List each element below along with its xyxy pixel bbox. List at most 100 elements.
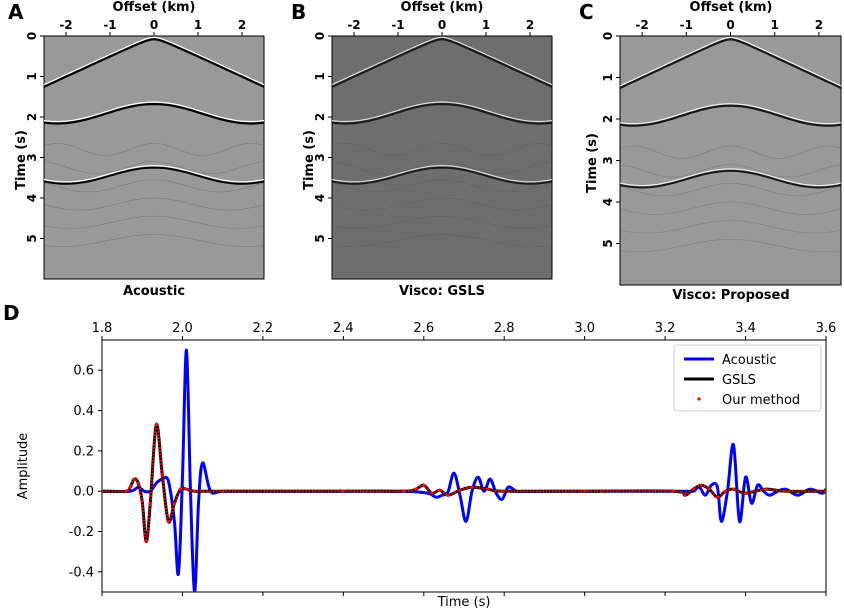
our-method-series-point — [136, 481, 140, 485]
offset-tick-label: 0 — [726, 18, 734, 32]
amplitude-tick-label: 0.0 — [73, 485, 94, 500]
offset-tick-label: 2 — [238, 18, 246, 32]
reflectors-c — [619, 36, 842, 253]
time-tick-label: 2.2 — [253, 321, 274, 336]
our-method-series-point — [402, 489, 406, 493]
reflector-2-light — [43, 165, 265, 183]
offset-tick-label: -1 — [103, 18, 116, 32]
legend-gsls-label: GSLS — [722, 373, 756, 388]
time-tick-label: 2.4 — [333, 321, 354, 336]
our-method-series-point — [784, 489, 788, 493]
time-axis-title: Time (s) — [437, 595, 491, 609]
offset-axis-title-c: Offset (km) — [690, 0, 773, 15]
direct-wave-dark — [43, 38, 265, 88]
our-method-series-point — [102, 489, 104, 493]
panel-label-b: B — [291, 0, 306, 24]
our-method-series-point — [430, 491, 434, 495]
reflector-2-dark — [43, 166, 265, 185]
caption-gsls: Visco: GSLS — [399, 284, 485, 299]
faint-event — [619, 220, 842, 234]
our-method-series-point — [683, 493, 687, 497]
reflector-2-light — [331, 165, 553, 183]
offset-tick-label: 2 — [815, 18, 823, 32]
offset-tick-labels-c: -2 -1 0 1 2 — [635, 18, 823, 36]
offset-tick-label: -2 — [59, 18, 72, 32]
our-method-series-point — [148, 501, 152, 505]
faint-event — [619, 201, 842, 215]
our-method-series-point — [486, 487, 490, 491]
time-tick-label: 1 — [601, 73, 615, 81]
time-tick-label: 2.8 — [494, 321, 515, 336]
faint-event — [619, 238, 842, 253]
our-method-series-point — [707, 487, 711, 491]
time-tick-label: 3.2 — [655, 321, 676, 336]
time-tick-label: 1 — [25, 72, 39, 80]
our-method-series-point — [128, 485, 132, 489]
offset-tick-label: -2 — [635, 18, 648, 32]
faint-event — [43, 234, 265, 247]
seismic-image-gsls — [331, 35, 553, 280]
direct-wave-dark — [331, 38, 553, 88]
time-tick-labels-a: 0 1 2 3 4 5 — [25, 32, 44, 243]
faint-event — [331, 179, 553, 193]
our-method-series-point — [178, 487, 182, 491]
time-tick-label: 2 — [601, 115, 615, 123]
reflectors-b — [331, 36, 553, 247]
our-method-series-point — [723, 489, 727, 493]
our-method-series-point — [140, 499, 144, 503]
faint-event — [331, 234, 553, 247]
offset-axis-title-b: Offset (km) — [401, 0, 484, 15]
offset-tick-label: -1 — [391, 18, 404, 32]
our-method-series-point — [824, 489, 826, 493]
faint-event — [331, 215, 553, 229]
time-tick-label: 0 — [25, 32, 39, 40]
our-method-series-point — [414, 487, 418, 491]
legend-our-method-label: Our method — [722, 393, 800, 408]
our-method-series-point — [154, 423, 158, 427]
our-method-series-point — [715, 495, 719, 499]
direct-wave-light — [331, 36, 553, 86]
time-tick-label: 2.0 — [172, 321, 193, 336]
amplitude-tick-label: -0.4 — [69, 565, 94, 580]
offset-tick-label: 2 — [526, 18, 534, 32]
time-tick-label: 5 — [601, 239, 615, 247]
time-tick-label: 2 — [313, 113, 327, 121]
reflector-2-light — [619, 168, 842, 187]
seismic-image-proposed — [619, 35, 842, 286]
reflector-2-dark — [619, 169, 842, 189]
panel-a: A Offset (km) -2 -1 0 1 2 0 1 2 3 4 5 Time (s) Ac… — [8, 0, 265, 299]
reflector-1-light — [619, 103, 842, 125]
offset-tick-label: 0 — [150, 18, 158, 32]
faint-event — [331, 197, 553, 211]
faint-event — [43, 161, 265, 174]
direct-wave-light — [43, 36, 265, 86]
our-method-series-point — [744, 491, 748, 495]
our-method-series-point — [221, 489, 225, 493]
panel-c: C Offset (km) -2 -1 0 1 2 0 1 2 3 4 5 Time (s) Vi… — [579, 0, 842, 303]
our-method-series-point — [193, 489, 197, 493]
faint-event — [43, 142, 265, 156]
legend-box — [673, 344, 822, 412]
time-tick-label: 5 — [25, 234, 39, 242]
caption-proposed: Visco: Proposed — [672, 288, 789, 303]
series-layer — [102, 348, 826, 592]
amplitude-tick-label: 0.6 — [73, 364, 94, 379]
time-tick-label: 0 — [601, 32, 615, 40]
our-method-series-point — [764, 487, 768, 491]
seismic-image-acoustic — [43, 35, 265, 280]
offset-tick-label: -1 — [680, 18, 693, 32]
time-tick-label: 1.8 — [92, 321, 113, 336]
time-axis-title-c: Time (s) — [585, 133, 600, 193]
legend-our-method-swatch — [697, 397, 701, 401]
reflector-1-light — [331, 101, 553, 123]
legend: Acoustic GSLS Our method — [673, 344, 822, 412]
offset-tick-label: 0 — [438, 18, 446, 32]
amplitude-ticks: -0.4 -0.2 0.0 0.2 0.4 0.6 — [69, 364, 102, 580]
offset-tick-label: 1 — [482, 18, 490, 32]
our-method-series-point — [671, 489, 675, 493]
time-ticks: 1.8 2.0 2.2 2.4 2.6 2.8 3.0 3.2 3.4 3.6 — [92, 321, 836, 596]
faint-event — [43, 215, 265, 229]
our-method-series-point — [438, 488, 442, 492]
offset-tick-labels-a: -2 -1 0 1 2 — [59, 18, 246, 36]
